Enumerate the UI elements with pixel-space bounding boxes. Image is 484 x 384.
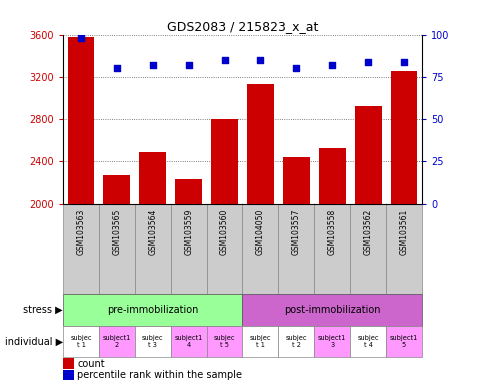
Text: count: count xyxy=(77,359,105,369)
Text: GSM103565: GSM103565 xyxy=(112,208,121,255)
Bar xyxy=(211,119,238,204)
Point xyxy=(399,58,407,65)
Bar xyxy=(282,157,309,204)
Text: subjec
t 1: subjec t 1 xyxy=(249,335,271,348)
Bar xyxy=(170,326,206,357)
Text: GSM103558: GSM103558 xyxy=(327,208,336,255)
Bar xyxy=(175,179,202,204)
Point xyxy=(256,57,264,63)
Point xyxy=(328,62,335,68)
Bar xyxy=(349,326,385,357)
Bar xyxy=(135,204,170,295)
Bar xyxy=(242,204,278,295)
Text: subject1
4: subject1 4 xyxy=(174,335,202,348)
Bar xyxy=(314,204,349,295)
Bar xyxy=(349,204,385,295)
Bar xyxy=(139,152,166,204)
Text: percentile rank within the sample: percentile rank within the sample xyxy=(77,370,242,380)
Text: individual ▶: individual ▶ xyxy=(5,336,63,346)
Text: subjec
t 4: subjec t 4 xyxy=(357,335,378,348)
Bar xyxy=(170,204,206,295)
Text: post-immobilization: post-immobilization xyxy=(284,305,379,315)
Text: GSM103557: GSM103557 xyxy=(291,208,300,255)
Text: GSM104050: GSM104050 xyxy=(256,208,264,255)
Text: GSM103559: GSM103559 xyxy=(184,208,193,255)
Text: GSM103562: GSM103562 xyxy=(363,208,372,255)
Text: subjec
t 3: subjec t 3 xyxy=(142,335,163,348)
Text: stress ▶: stress ▶ xyxy=(23,305,63,315)
Bar xyxy=(278,204,314,295)
Bar xyxy=(206,326,242,357)
Bar xyxy=(67,37,94,204)
Bar xyxy=(242,326,278,357)
Bar xyxy=(206,204,242,295)
Bar xyxy=(278,326,314,357)
Point xyxy=(149,62,156,68)
Text: pre-immobilization: pre-immobilization xyxy=(107,305,198,315)
Point xyxy=(184,62,192,68)
Text: subject1
3: subject1 3 xyxy=(318,335,346,348)
Bar xyxy=(99,204,135,295)
Bar xyxy=(63,358,74,369)
Bar xyxy=(318,148,345,204)
Point xyxy=(363,58,371,65)
Bar xyxy=(135,326,170,357)
Text: subjec
t 2: subjec t 2 xyxy=(285,335,306,348)
Text: GSM103560: GSM103560 xyxy=(220,208,228,255)
Text: subjec
t 5: subjec t 5 xyxy=(213,335,235,348)
Bar xyxy=(63,204,99,295)
Bar xyxy=(63,295,242,326)
Bar xyxy=(246,84,273,204)
Text: subject1
2: subject1 2 xyxy=(103,335,131,348)
Bar xyxy=(314,326,349,357)
Bar xyxy=(63,370,74,380)
Text: GSM103563: GSM103563 xyxy=(76,208,85,255)
Text: subjec
t 1: subjec t 1 xyxy=(70,335,91,348)
Point xyxy=(77,35,85,41)
Bar xyxy=(385,204,421,295)
Bar xyxy=(385,326,421,357)
Bar xyxy=(390,71,417,204)
Point xyxy=(220,57,228,63)
Bar xyxy=(63,326,99,357)
Bar xyxy=(242,295,421,326)
Point xyxy=(113,65,121,71)
Text: subject1
5: subject1 5 xyxy=(389,335,417,348)
Text: GSM103561: GSM103561 xyxy=(399,208,408,255)
Text: GSM103564: GSM103564 xyxy=(148,208,157,255)
Point xyxy=(292,65,300,71)
Bar xyxy=(103,175,130,204)
Bar xyxy=(354,106,381,204)
Title: GDS2083 / 215823_x_at: GDS2083 / 215823_x_at xyxy=(166,20,318,33)
Bar xyxy=(99,326,135,357)
